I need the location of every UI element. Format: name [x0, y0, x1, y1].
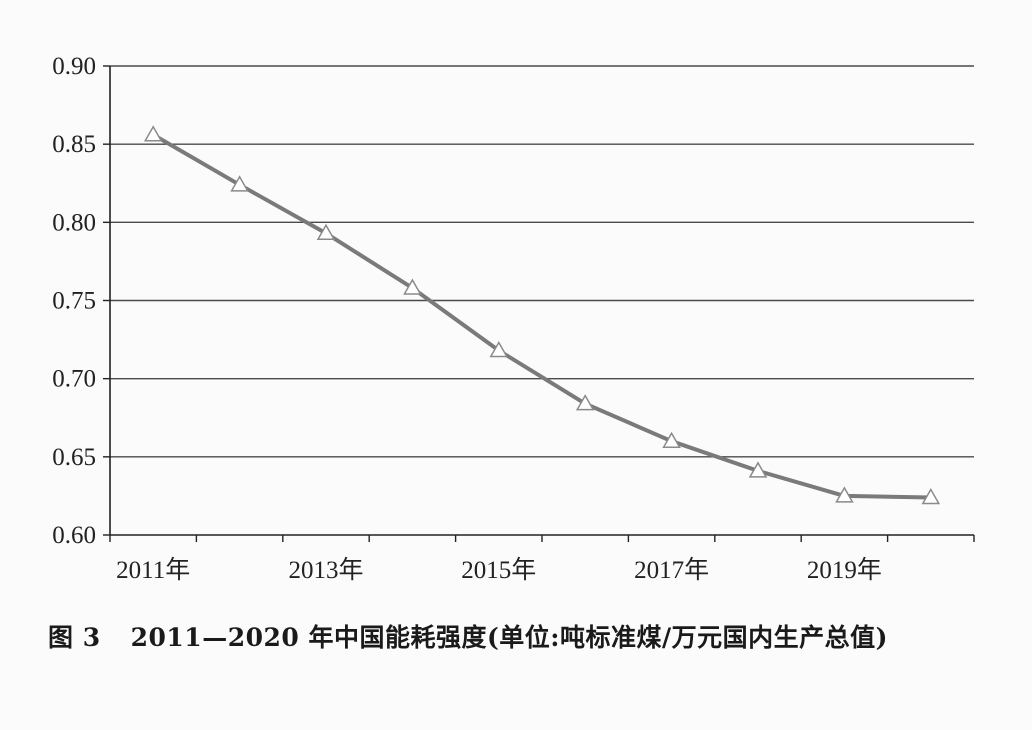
data-point-2012 [230, 175, 249, 192]
data-point-2014 [403, 278, 422, 295]
y-tick-label: 0.65 [52, 444, 96, 471]
data-point-2013 [316, 223, 336, 241]
data-point-markers [143, 125, 941, 505]
series-line [152, 133, 931, 500]
y-tick-label: 0.90 [52, 53, 96, 80]
data-point-2017 [662, 431, 681, 448]
series-energy-intensity [152, 133, 931, 500]
y-tick-label: 0.70 [52, 366, 96, 393]
figure-title: 2011—2020 年中国能耗强度(单位:吨标准煤/万元国内生产总值) [130, 623, 888, 652]
x-tick-label: 2015年 [461, 556, 536, 584]
data-point-2015 [489, 341, 509, 358]
y-tick-label: 0.85 [52, 131, 96, 158]
y-tick-label: 0.80 [52, 209, 96, 236]
y-tick-label: 0.75 [52, 288, 96, 315]
data-point-2018 [748, 461, 768, 478]
x-tick-label: 2011年 [116, 556, 190, 584]
x-tick-label: 2019年 [807, 556, 882, 584]
x-tick-label: 2013年 [288, 556, 363, 584]
y-tick-labels: 0.60 0.65 0.70 0.75 0.80 0.85 0.90 [52, 53, 96, 549]
data-point-2011 [143, 125, 163, 142]
data-point-2020 [921, 487, 941, 505]
figure-label: 图 3 [48, 623, 101, 652]
y-tick-label: 0.60 [52, 522, 96, 549]
figure-caption: 图 3 2011—2020 年中国能耗强度(单位:吨标准煤/万元国内生产总值) [48, 618, 888, 654]
x-tick-label: 2017年 [634, 556, 709, 584]
line-chart: 0.600.650.700.750.800.850.90 2011年 2013年 2… [52, 53, 975, 584]
axes [103, 65, 975, 542]
data-point-2019 [835, 486, 854, 503]
grid-lines [110, 65, 974, 458]
chart-container: 0.60 0.65 0.70 0.75 0.80 0.85 0.90 2011年 2013年 2… [52, 53, 975, 584]
x-tick-labels: 2011年 2013年 2015年 2017年 2019年 [116, 556, 882, 584]
data-point-2016 [575, 394, 595, 411]
